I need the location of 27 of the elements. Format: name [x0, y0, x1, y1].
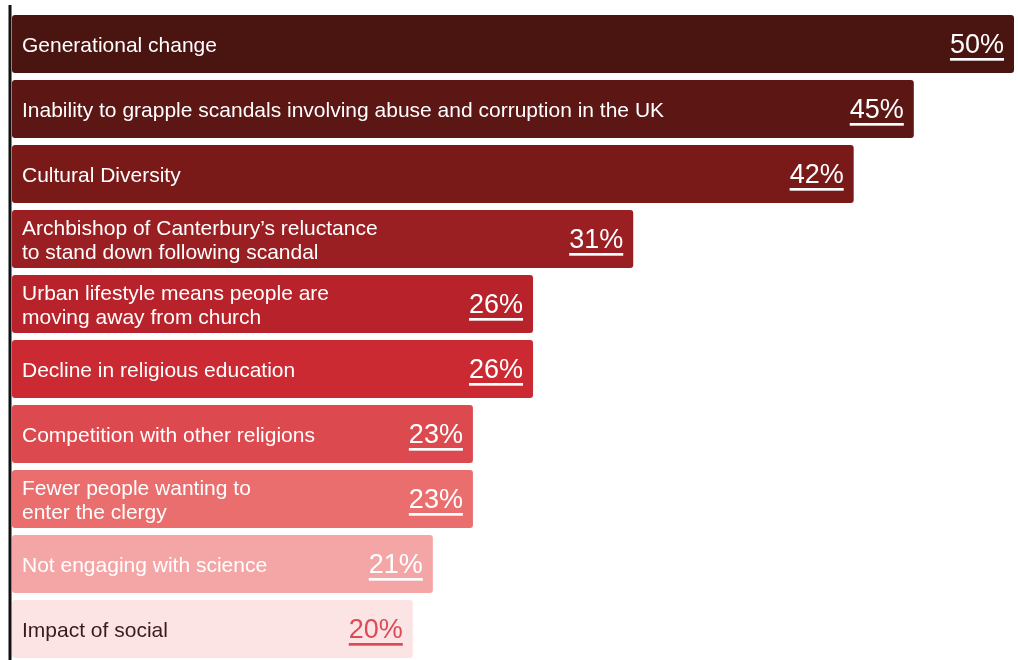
data-label: 26%: [468, 354, 524, 384]
y-tick-label: Generational change: [22, 32, 217, 56]
y-tick-label: Inability to grapple scandals involving abuse and corruption in the UK: [22, 97, 665, 121]
bar: [12, 405, 473, 463]
y-tick-label: Fewer people wanting to enter the clergy: [22, 475, 251, 523]
bar: [12, 15, 1014, 73]
bar: [12, 535, 433, 593]
bar: [12, 600, 413, 658]
data-label: 45%: [849, 94, 904, 124]
data-label: 42%: [789, 159, 844, 189]
bar: [12, 145, 854, 203]
y-tick-label: Impact of social: [22, 617, 168, 641]
bar: [12, 340, 534, 398]
data-label: 26%: [468, 289, 524, 319]
data-label: 50%: [949, 29, 1004, 59]
data-label: 23%: [408, 484, 463, 514]
y-tick-label: Archbishop of Canterbury’s reluctance to stand down following scandal: [22, 215, 378, 263]
y-tick-label: Urban lifestyle means people are moving away from church: [22, 280, 330, 328]
data-label: 31%: [569, 224, 624, 254]
y-tick-label: Cultural Diversity: [22, 162, 182, 186]
data-label: 23%: [408, 419, 463, 449]
data-label: 20%: [348, 614, 403, 644]
y-tick-label: Competition with other religions: [22, 422, 315, 446]
data-label: 21%: [368, 549, 423, 579]
y-tick-label: Decline in religious education: [22, 357, 296, 381]
y-tick-label: Not engaging with science: [22, 552, 268, 576]
bar: [12, 80, 914, 138]
